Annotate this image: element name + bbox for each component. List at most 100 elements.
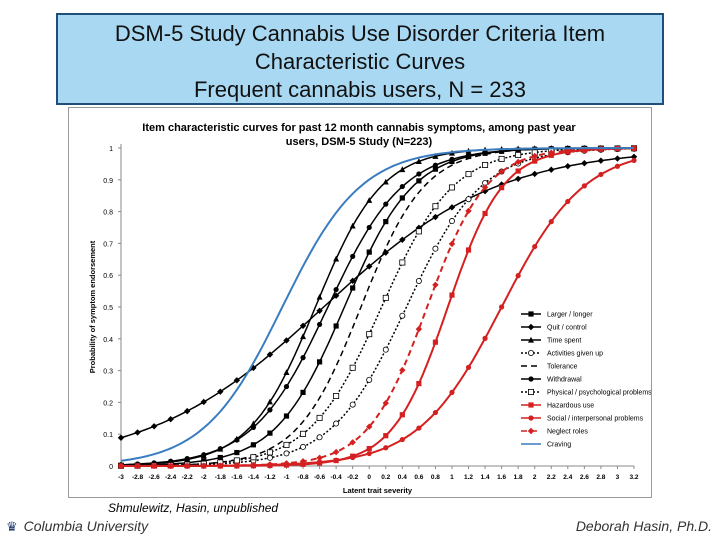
x-tick-label: -2.8 xyxy=(132,474,144,481)
series-point-5 xyxy=(267,407,273,413)
series-point-9 xyxy=(200,462,207,470)
chart-title-line-2: users, DSM-5 Study (N=223) xyxy=(286,136,433,148)
series-point-3 xyxy=(366,376,373,383)
series-point-8 xyxy=(532,243,538,250)
series-point-8 xyxy=(499,304,505,310)
series-point-9 xyxy=(332,448,340,456)
x-tick-label: -0.6 xyxy=(314,474,326,481)
series-point-2 xyxy=(283,369,290,376)
series-point-3 xyxy=(399,312,406,319)
series-point-7 xyxy=(532,158,538,164)
institution-name: Columbia University xyxy=(23,518,149,534)
series-point-3 xyxy=(349,401,356,408)
series-point-3 xyxy=(300,443,307,450)
series-point-1 xyxy=(448,204,456,211)
series-point-8 xyxy=(482,335,488,341)
series-point-5 xyxy=(399,183,405,190)
series-point-1 xyxy=(167,416,174,423)
series-point-0 xyxy=(300,389,306,395)
series-point-1 xyxy=(349,277,356,285)
series-point-6 xyxy=(349,364,356,371)
x-tick-label: 1.4 xyxy=(481,474,490,481)
x-tick-label: -2.4 xyxy=(165,474,177,481)
series-point-9 xyxy=(217,462,224,469)
legend-marker-6 xyxy=(527,388,534,395)
series-point-9 xyxy=(548,149,555,156)
series-point-6 xyxy=(432,203,439,210)
series-point-1 xyxy=(183,407,191,415)
series-point-9 xyxy=(167,462,174,470)
series-point-9 xyxy=(366,423,373,430)
legend-label-8: Social / interpersonal problems xyxy=(547,416,644,423)
series-point-9 xyxy=(250,461,257,469)
series-point-9 xyxy=(134,462,141,470)
series-point-8 xyxy=(449,389,455,395)
series-point-1 xyxy=(614,155,621,162)
series-point-9 xyxy=(266,461,274,468)
series-point-1 xyxy=(316,307,323,314)
series-point-8 xyxy=(581,183,587,189)
legend-label-9: Neglect roles xyxy=(547,429,588,436)
series-point-9 xyxy=(150,462,158,470)
series-point-3 xyxy=(283,450,290,457)
x-tick-label: 0.2 xyxy=(381,474,390,481)
series-point-2 xyxy=(349,222,356,229)
series-point-8 xyxy=(614,163,621,169)
series-point-6 xyxy=(498,155,505,162)
x-tick-label: 3 xyxy=(616,474,620,481)
series-point-2 xyxy=(316,293,323,300)
series-point-8 xyxy=(565,198,571,205)
series-point-6 xyxy=(515,151,522,158)
series-point-6 xyxy=(283,441,290,448)
series-point-7 xyxy=(449,292,455,298)
series-point-8 xyxy=(515,273,521,279)
legend-marker-3 xyxy=(527,349,534,356)
series-point-8 xyxy=(598,171,604,178)
series-point-1 xyxy=(399,236,406,243)
series-point-1 xyxy=(531,170,538,178)
series-point-5 xyxy=(201,452,207,458)
series-point-6 xyxy=(316,414,323,421)
series-point-8 xyxy=(399,436,405,443)
series-point-5 xyxy=(283,383,290,390)
x-tick-label: 2.8 xyxy=(596,474,605,481)
series-point-2 xyxy=(399,166,406,173)
series-point-1 xyxy=(266,351,274,358)
series-point-7 xyxy=(399,412,405,418)
series-point-1 xyxy=(200,398,207,406)
series-point-9 xyxy=(349,439,356,446)
series-point-7 xyxy=(432,339,439,345)
x-tick-label: -1.6 xyxy=(231,474,243,481)
series-point-6 xyxy=(266,449,273,456)
series-point-1 xyxy=(432,213,439,221)
series-point-1 xyxy=(134,429,141,436)
legend-label-7: Hazardous use xyxy=(547,403,594,410)
series-point-5 xyxy=(449,156,455,162)
series-point-7 xyxy=(383,433,389,439)
series-point-1 xyxy=(564,162,572,170)
footer-author: Deborah Hasin, Ph.D. xyxy=(575,518,712,534)
x-tick-label: 2 xyxy=(533,474,537,481)
series-point-2 xyxy=(415,158,422,164)
x-tick-label: 0.6 xyxy=(414,474,423,481)
series-point-6 xyxy=(448,184,455,191)
legend-label-0: Larger / longer xyxy=(547,312,593,319)
x-tick-label: -0.4 xyxy=(331,474,343,481)
series-point-9 xyxy=(498,168,505,175)
y-tick-label: 0.8 xyxy=(103,210,113,217)
series-point-8 xyxy=(548,219,554,225)
series-point-9 xyxy=(415,325,423,333)
series-point-2 xyxy=(266,398,273,405)
x-tick-label: -0.8 xyxy=(297,474,309,481)
series-point-5 xyxy=(316,321,323,328)
series-point-0 xyxy=(250,442,256,448)
y-tick-label: 0.4 xyxy=(103,337,113,344)
series-point-0 xyxy=(432,166,439,172)
series-point-9 xyxy=(432,281,439,289)
series-point-1 xyxy=(514,175,522,183)
series-point-1 xyxy=(597,157,605,164)
y-tick-label: 1 xyxy=(109,146,113,153)
series-point-6 xyxy=(415,228,422,235)
x-tick-label: 0.4 xyxy=(398,474,407,481)
series-point-1 xyxy=(217,388,224,395)
